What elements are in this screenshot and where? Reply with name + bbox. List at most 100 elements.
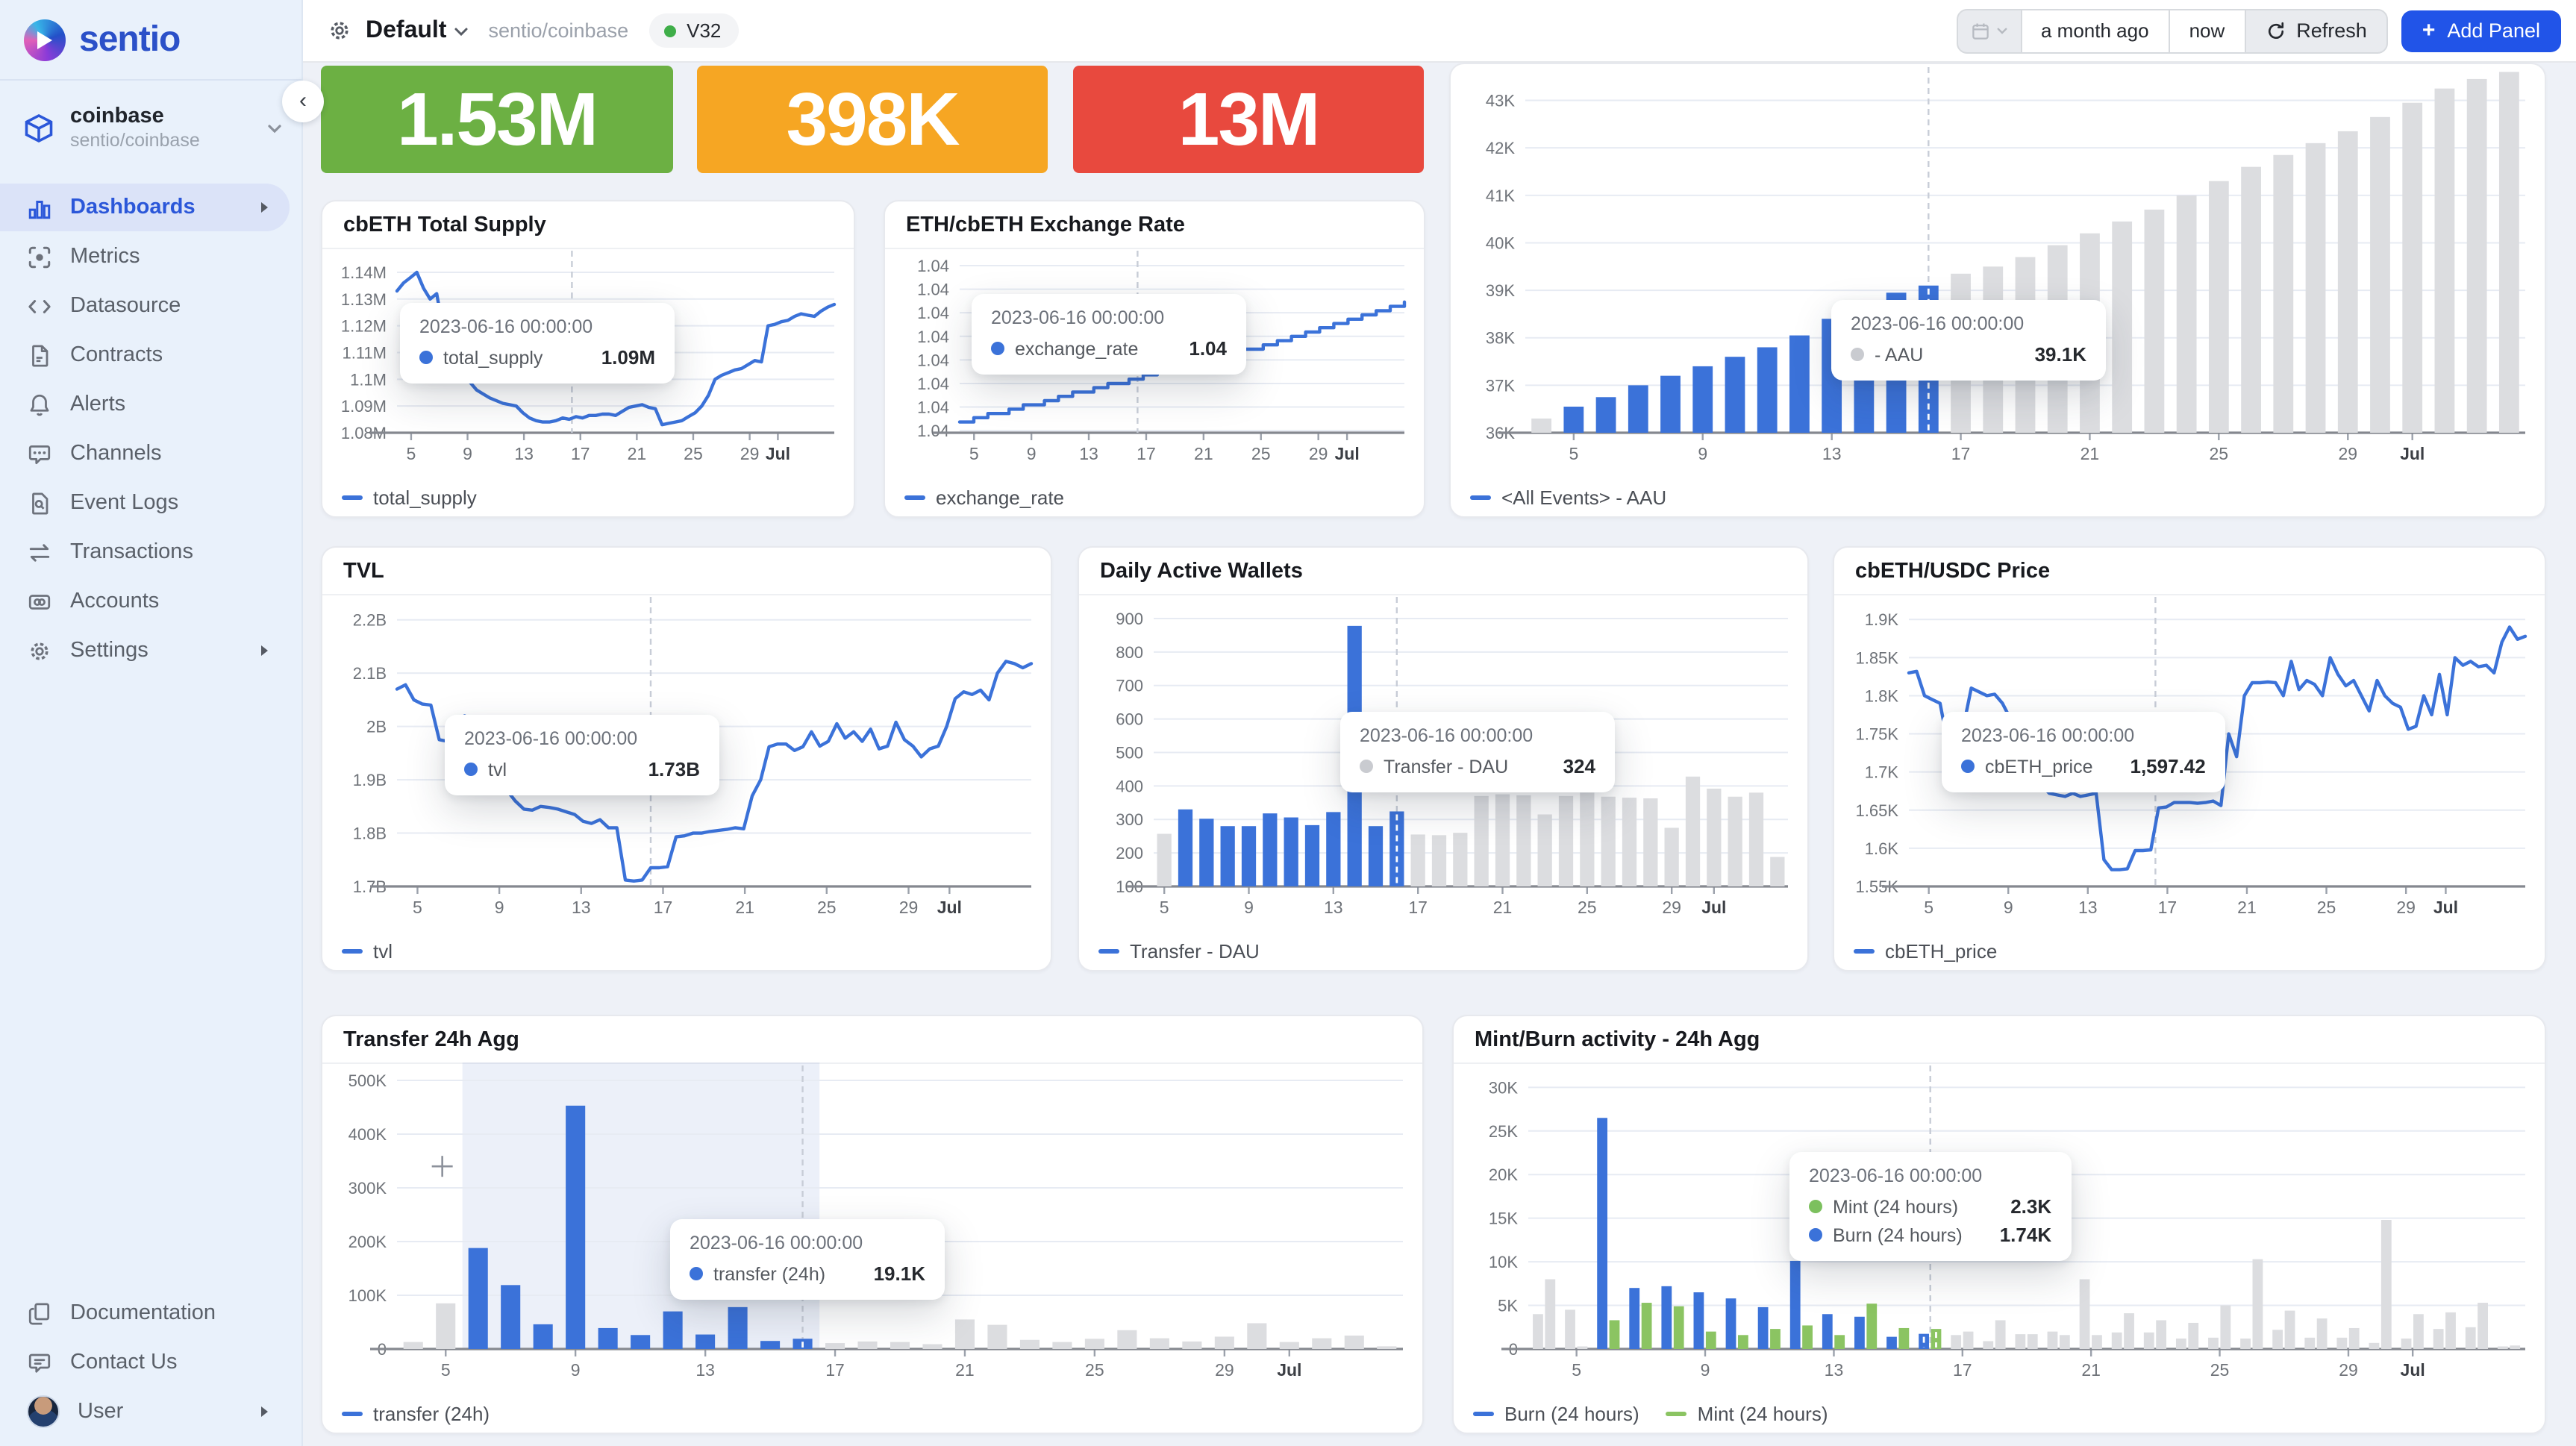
panel-title: cbETH Total Supply [322, 201, 854, 249]
dashboard-name[interactable]: Default [366, 17, 447, 43]
svg-text:800: 800 [1116, 643, 1143, 662]
panel-cbeth-usdc-price[interactable]: cbETH/USDC Price 1.55K 1.6K 1.65K 1.7K 1.75K… [1833, 546, 2546, 971]
svg-text:17: 17 [825, 1360, 845, 1380]
arrows-swap-icon [29, 543, 50, 561]
time-to-button[interactable]: now [2169, 10, 2246, 51]
panel-mint-burn-activity[interactable]: Mint/Burn activity - 24h Agg 05K10K15K20… [1452, 1015, 2546, 1434]
version-label: V32 [687, 19, 722, 42]
svg-text:25: 25 [2209, 444, 2228, 463]
sidebar-item-contact-us[interactable]: Contact Us [0, 1339, 290, 1386]
panel-title: ETH/cbETH Exchange Rate [885, 201, 1424, 249]
panel-transfer-24h-agg[interactable]: Transfer 24h Agg 0100K200K300K400K500K59… [321, 1015, 1424, 1434]
svg-text:41K: 41K [1486, 187, 1515, 205]
svg-text:13: 13 [1825, 1360, 1844, 1380]
sidebar-item-contracts[interactable]: Contracts [0, 331, 290, 379]
legend: Burn (24 hours) Mint (24 hours) [1473, 1403, 1828, 1425]
bell-icon [30, 393, 49, 416]
sidebar-item-metrics[interactable]: Metrics [0, 233, 290, 281]
svg-text:17: 17 [1953, 1360, 1972, 1380]
svg-text:5: 5 [1572, 1360, 1581, 1380]
sidebar-item-dashboards[interactable]: Dashboards [0, 184, 290, 231]
add-panel-button[interactable]: + Add Panel [2401, 10, 2561, 51]
svg-text:2.2B: 2.2B [353, 611, 387, 630]
docs-icon [28, 1302, 50, 1324]
file-search-icon [32, 492, 49, 514]
sidebar-item-settings[interactable]: Settings [0, 627, 290, 675]
logo-text: sentio [79, 19, 181, 60]
sidebar-item-alerts[interactable]: Alerts [0, 381, 290, 428]
version-badge[interactable]: V32 [649, 13, 740, 48]
time-range-control: a month ago now Refresh [1956, 8, 2388, 53]
transfer-24h-chart[interactable]: 0100K200K300K400K500K591317212529Jul [322, 1062, 1422, 1394]
sidebar-item-user[interactable]: User [0, 1388, 290, 1436]
svg-text:500K: 500K [348, 1071, 387, 1090]
svg-text:Jul: Jul [1701, 898, 1726, 917]
svg-text:5: 5 [1924, 898, 1933, 917]
svg-text:29: 29 [2339, 1360, 2358, 1380]
legend: exchange_rate [904, 486, 1064, 509]
svg-text:Jul: Jul [766, 444, 790, 463]
svg-text:1.8K: 1.8K [1865, 686, 1899, 705]
svg-text:300K: 300K [348, 1179, 387, 1198]
svg-text:Jul: Jul [2401, 1360, 2425, 1380]
dashboard-settings-icon[interactable] [327, 18, 352, 43]
svg-text:5: 5 [1569, 444, 1578, 463]
document-icon [32, 344, 49, 366]
panel-daily-active-wallets[interactable]: Daily Active Wallets 100 200 300 400 500 600 7… [1078, 546, 1809, 971]
gear-icon [31, 642, 49, 660]
sidebar-item-label: User [78, 1400, 124, 1424]
refresh-button[interactable]: Refresh [2245, 10, 2386, 51]
panel-tvl[interactable]: TVL 1.7B 1.8B 1.9B 2B 2.1B 2.2B 5 9 13 17 21 25 29 Ju… [321, 546, 1052, 971]
svg-text:1.11M: 1.11M [342, 343, 387, 362]
sidebar-item-label: Documentation [70, 1301, 216, 1325]
sidebar-item-accounts[interactable]: Accounts [0, 578, 290, 625]
sidebar-item-label: Contracts [70, 343, 163, 367]
svg-text:25: 25 [817, 898, 837, 917]
panel-cbeth-total-supply[interactable]: cbETH Total Supply 1.08M 1.09M 1.1M 1.11M 1.… [321, 200, 855, 518]
svg-text:21: 21 [2081, 444, 2100, 463]
sidebar-item-label: Event Logs [70, 491, 179, 515]
chevron-down-icon[interactable] [452, 22, 470, 40]
workspace-path: sentio/coinbase [70, 130, 200, 151]
accounts-icon [28, 594, 51, 609]
svg-text:17: 17 [1408, 898, 1428, 917]
logo[interactable]: sentio [0, 0, 301, 79]
tooltip: 2023-06-16 00:00:00 Mint (24 hours) 2.3K … [1789, 1152, 2072, 1261]
sidebar-item-datasource[interactable]: Datasource [0, 282, 290, 330]
svg-text:25K: 25K [1489, 1122, 1518, 1141]
panel-title: cbETH/USDC Price [1834, 548, 2545, 595]
version-status-dot [664, 25, 677, 37]
sidebar-item-label: Transactions [70, 540, 193, 564]
chevron-down-icon [1996, 28, 2007, 34]
svg-text:2.1B: 2.1B [353, 664, 387, 683]
sidebar-item-event-logs[interactable]: Event Logs [0, 479, 290, 527]
stat-card-green[interactable]: 1.53M [321, 66, 673, 173]
svg-text:25: 25 [2317, 898, 2336, 917]
svg-text:21: 21 [735, 898, 754, 917]
sidebar-item-channels[interactable]: Channels [0, 430, 290, 478]
svg-text:300: 300 [1116, 810, 1143, 829]
svg-text:Jul: Jul [2400, 444, 2425, 463]
calendar-dropdown[interactable] [1957, 10, 2020, 51]
time-from-button[interactable]: a month ago [2020, 10, 2170, 51]
svg-text:500: 500 [1116, 743, 1143, 762]
stat-card-red[interactable]: 13M [1073, 66, 1424, 173]
sidebar-item-documentation[interactable]: Documentation [0, 1289, 290, 1337]
sidebar-collapse-button[interactable]: ‹ [282, 81, 324, 122]
svg-text:29: 29 [2338, 444, 2357, 463]
sidebar-item-transactions[interactable]: Transactions [0, 528, 290, 576]
project-path: sentio/coinbase [488, 19, 629, 42]
panel-exchange-rate[interactable]: ETH/cbETH Exchange Rate 1.04 1.04 1.04 1.04… [884, 200, 1425, 518]
panel-aau[interactable]: 36K 37K 38K 39K 40K 41K 42K 43K 5 9 13 17 21 25 29 Jul … [1449, 63, 2546, 518]
stat-card-orange[interactable]: 398K [697, 66, 1048, 173]
sidebar-item-label: Metrics [70, 245, 140, 269]
svg-text:10K: 10K [1489, 1253, 1518, 1271]
chevron-right-icon [261, 1406, 268, 1417]
workspace-selector[interactable]: coinbase sentio/coinbase [0, 90, 301, 167]
stat-value: 1.53M [397, 78, 598, 161]
chevron-down-icon [268, 125, 281, 134]
svg-text:5: 5 [969, 444, 979, 463]
